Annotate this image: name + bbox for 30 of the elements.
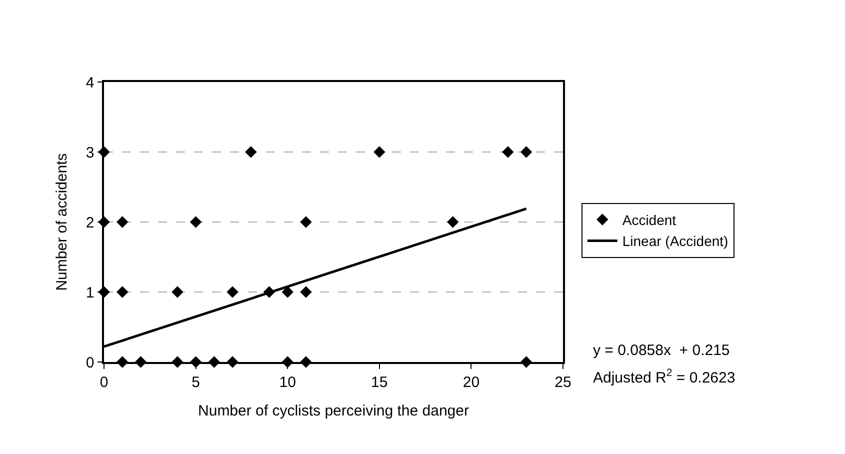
x-tick-label: 25 [554, 374, 572, 391]
point [282, 286, 294, 298]
point [172, 286, 184, 298]
point [520, 146, 532, 158]
text: Adjusted R$^{2}$ = 0.2623 [593, 367, 736, 386]
x-tick-label: 5 [192, 374, 200, 391]
y-tick-label: 2 [86, 214, 94, 232]
point [300, 286, 312, 298]
legend-label: Linear (Accident) [622, 233, 728, 250]
y-tick-label: 4 [86, 74, 94, 92]
point [300, 216, 312, 228]
x-tick-label: 20 [462, 374, 480, 391]
y-tick-label: 0 [86, 354, 94, 372]
point [190, 216, 202, 228]
point [226, 286, 238, 298]
point [116, 286, 128, 298]
y-tick-label: 1 [86, 284, 94, 302]
y-tick-label: 3 [86, 144, 94, 162]
y-axis-title: Number of accidents [54, 153, 71, 291]
x-tick-label: 15 [371, 374, 388, 391]
point [245, 146, 257, 158]
text: y = 0.0858x + 0.215 [593, 342, 730, 359]
point [116, 216, 128, 228]
point [446, 216, 459, 228]
x-tick-label: 10 [279, 374, 296, 391]
x-axis-title: Number of cyclists perceiving the danger [198, 402, 469, 420]
x-tick-label: 0 [100, 374, 108, 391]
point [374, 146, 386, 158]
point [502, 146, 514, 158]
legend-label: Accident [622, 212, 676, 228]
